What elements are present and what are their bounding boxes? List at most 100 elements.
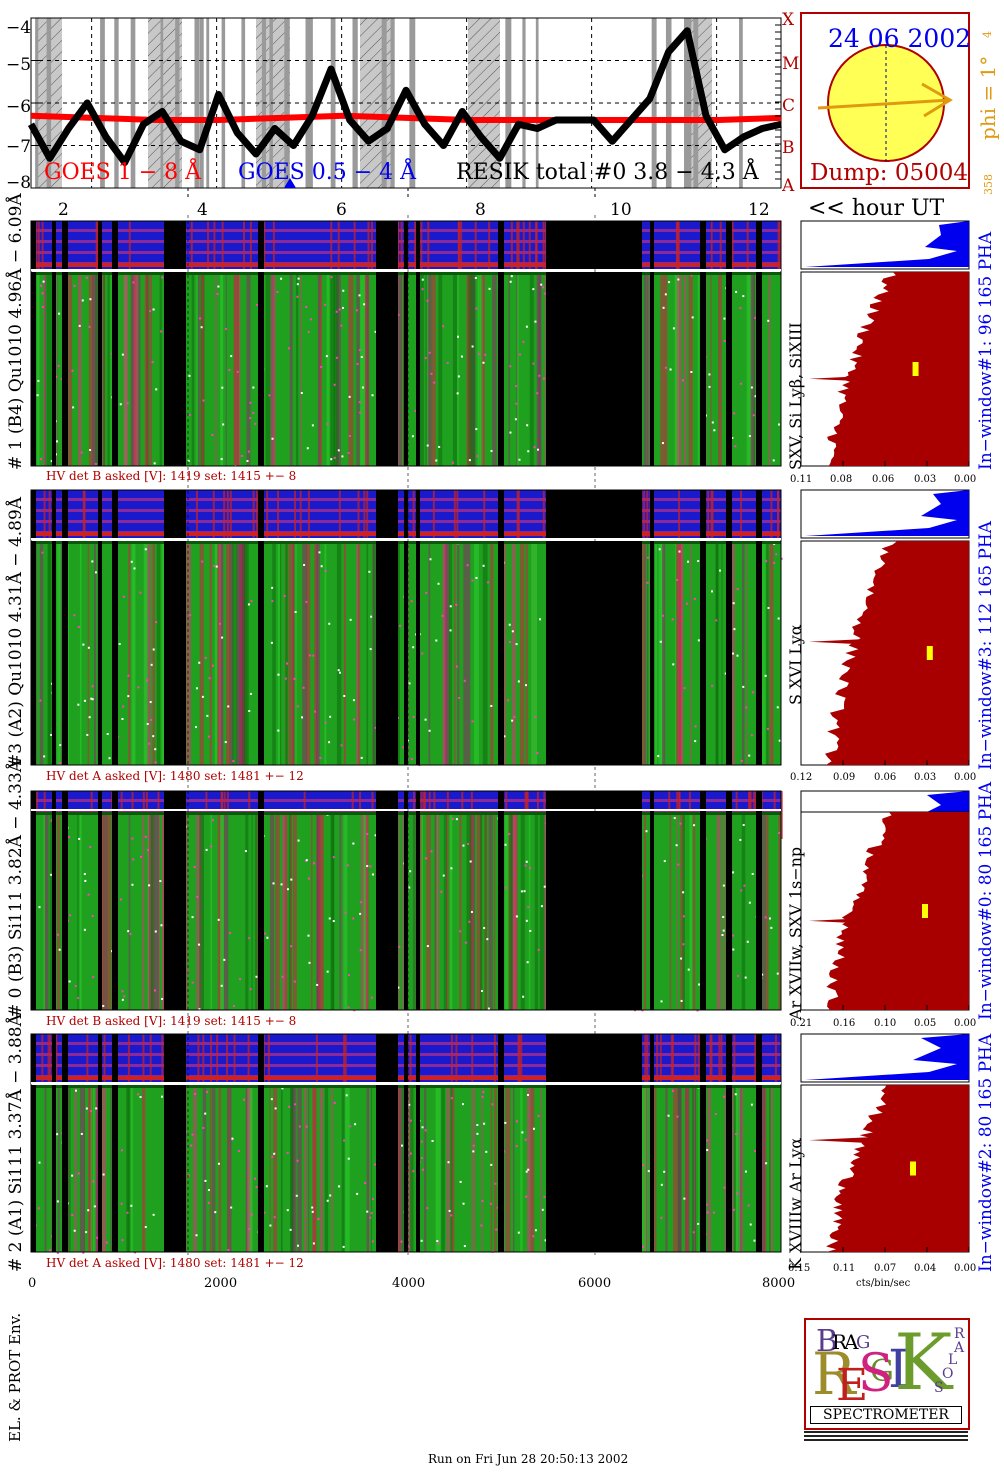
spectrum-speck — [223, 958, 226, 961]
spectrum-speck — [311, 424, 314, 427]
spectrum-speck — [472, 1150, 475, 1153]
spectrum-speck — [342, 289, 345, 292]
spectrum-stripe — [680, 541, 684, 765]
env-xtick: 8000 — [762, 1276, 796, 1291]
spectrum-speck — [130, 560, 133, 563]
spectrum-stripe — [434, 812, 437, 1010]
spectrum-speck — [320, 365, 323, 368]
spectrum-speck — [231, 1137, 234, 1140]
spectrum-speck — [503, 1150, 506, 1153]
pha-stripe — [460, 221, 463, 269]
spectrum-speck — [368, 570, 371, 573]
spectrum-speck — [694, 740, 697, 743]
data-gap — [700, 221, 706, 269]
pha-stripe — [400, 221, 403, 269]
phi-bottom: 358 — [982, 174, 995, 195]
spectrum-speck — [481, 1200, 484, 1203]
pha-stripe — [774, 1034, 777, 1082]
spectrum-speck — [337, 669, 340, 672]
spectrum-speck — [414, 409, 417, 412]
spectrum-stripe — [647, 541, 651, 765]
spectrum-stripe — [733, 1085, 736, 1252]
spectrum-speck — [537, 948, 540, 951]
data-gap — [258, 272, 264, 466]
pha-stripe — [427, 221, 430, 269]
spectrum-stripe — [769, 541, 774, 765]
data-gap — [416, 272, 420, 466]
spectrum-stripe — [397, 272, 401, 466]
spectrum-speck — [370, 615, 373, 618]
spectrum-speck — [458, 696, 461, 699]
spectrum-speck — [271, 600, 274, 603]
spectrum-stripe — [525, 541, 528, 765]
pha-stripe — [223, 490, 226, 538]
data-gap — [62, 272, 68, 466]
spectrum-speck — [361, 386, 364, 389]
spectrum-speck — [440, 890, 443, 893]
spectrum-speck — [295, 1194, 298, 1197]
spectrum-stripe — [761, 541, 766, 765]
spectrum-stripe — [324, 1085, 329, 1252]
spectrum-speck — [724, 672, 727, 675]
spectrum-speck — [532, 362, 535, 365]
spectrum-stripe — [245, 541, 249, 765]
hist-xtick: 0.06 — [872, 474, 895, 485]
spectrum-stripe — [92, 272, 98, 466]
spectrum-speck — [430, 850, 433, 853]
spectrum-stripe — [652, 1085, 657, 1252]
logo-spectrometer: SPECTROMETER — [810, 1406, 962, 1424]
spectrum-speck — [328, 741, 331, 744]
spectrum-speck — [191, 916, 194, 919]
spectrum-speck — [421, 1126, 424, 1129]
gap-stripe — [522, 18, 526, 188]
pha-stripe — [363, 490, 366, 538]
spectrum-speck — [273, 1216, 276, 1219]
spectrum-speck — [127, 930, 130, 933]
spectrum-stripe — [109, 272, 114, 466]
hist-xtick: 0.21 — [790, 1018, 813, 1029]
spectrum-speck — [680, 999, 683, 1002]
spectrum-speck — [441, 614, 444, 617]
spectrum-speck — [706, 1149, 709, 1152]
spectrum-speck — [462, 1202, 465, 1205]
spectrum-stripe — [67, 272, 73, 466]
spectrum-speck — [122, 595, 125, 598]
spectrum-stripe — [536, 272, 541, 466]
spectrum-stripe — [277, 541, 281, 765]
spectrum-speck — [148, 742, 151, 745]
spectrum-speck — [764, 916, 767, 919]
spectrum-speck — [205, 848, 208, 851]
spectrum-speck — [517, 1231, 520, 1234]
spectrum-speck — [153, 462, 156, 465]
spectrum-stripe — [348, 272, 354, 466]
spectrum-stripe — [692, 812, 696, 1010]
spectrum-speck — [149, 701, 152, 704]
spectrum-stripe — [724, 1085, 727, 1252]
hist-xtick: 0.05 — [914, 1018, 937, 1029]
spectrum-stripe — [535, 541, 537, 765]
spectrum-speck — [78, 324, 81, 327]
spectrum-speck — [144, 835, 147, 838]
spectrum-speck — [330, 276, 333, 279]
spectrum-speck — [270, 641, 273, 644]
spectrum-speck — [188, 374, 191, 377]
spectrum-stripe — [246, 1085, 252, 1252]
gap-stripe — [130, 18, 136, 188]
spectrum-speck — [767, 606, 770, 609]
spectrum-speck — [307, 330, 310, 333]
spectrum-speck — [272, 882, 275, 885]
spectrum-speck — [676, 579, 679, 582]
spectrum-stripe — [765, 812, 769, 1010]
spectrum-stripe — [214, 541, 218, 765]
spectrum-speck — [517, 680, 520, 683]
spectrum-stripe — [44, 272, 46, 466]
spectrum-stripe — [658, 541, 662, 765]
spectrum-speck — [89, 298, 92, 301]
panel-frame — [30, 220, 782, 467]
pha-stripe — [675, 221, 678, 269]
gap-stripe — [100, 18, 105, 188]
spectrum-stripe — [488, 812, 493, 1010]
spectrum-speck — [55, 375, 58, 378]
spectrum-stripe — [246, 272, 251, 466]
spectrum-stripe — [284, 812, 288, 1010]
